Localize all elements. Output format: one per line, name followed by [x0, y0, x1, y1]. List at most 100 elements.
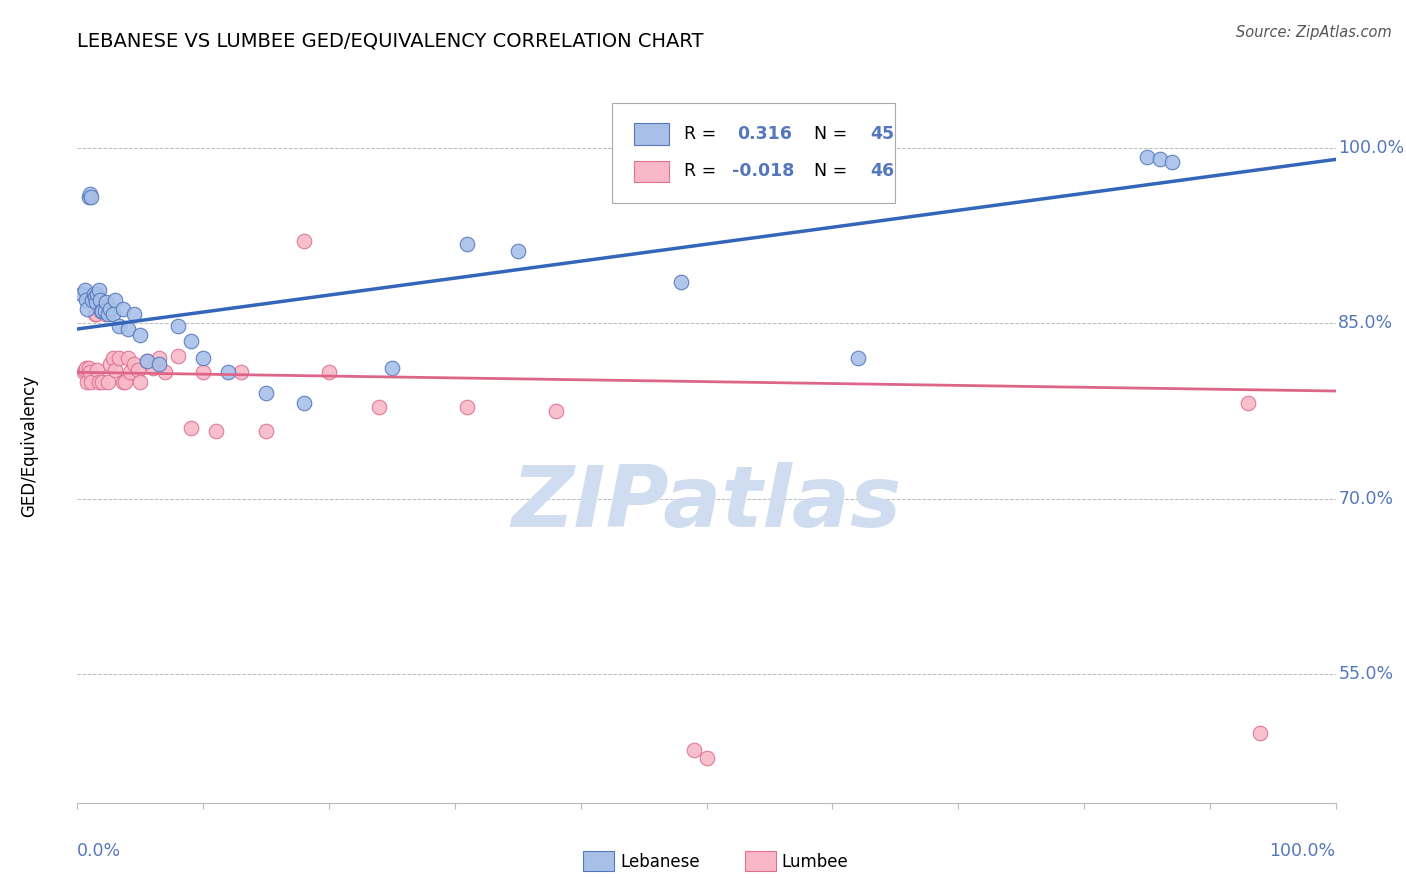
Text: 85.0%: 85.0%: [1339, 314, 1393, 332]
Point: [114, 375, 136, 389]
Point: [129, 375, 152, 389]
Point: [79, 365, 101, 379]
Point: [111, 302, 134, 317]
Point: [671, 275, 693, 289]
Text: R =: R =: [683, 125, 727, 143]
Text: R =: R =: [683, 162, 721, 180]
Text: 45: 45: [870, 125, 894, 143]
Text: Lumbee: Lumbee: [782, 853, 848, 871]
Point: [696, 751, 718, 765]
Point: [96, 295, 118, 310]
Point: [91, 304, 114, 318]
Point: [91, 375, 114, 389]
Point: [846, 351, 869, 366]
Point: [1249, 725, 1271, 739]
Point: [96, 307, 118, 321]
Point: [101, 351, 124, 366]
Point: [75, 293, 97, 307]
Point: [104, 293, 127, 307]
Point: [108, 318, 131, 333]
Point: [167, 349, 190, 363]
Point: [1161, 154, 1184, 169]
Point: [1149, 153, 1171, 167]
Point: [77, 190, 100, 204]
Point: [122, 307, 145, 321]
Point: [108, 351, 131, 366]
Point: [96, 375, 118, 389]
Point: [191, 365, 215, 379]
Point: [86, 287, 108, 301]
Point: [84, 307, 107, 321]
Point: [120, 365, 142, 379]
Point: [506, 244, 529, 258]
Text: -0.018: -0.018: [731, 162, 794, 180]
Point: [135, 353, 157, 368]
Point: [544, 404, 567, 418]
Point: [72, 365, 94, 379]
Point: [683, 743, 706, 757]
Text: 0.0%: 0.0%: [77, 842, 121, 860]
Point: [191, 351, 215, 366]
Point: [122, 357, 145, 371]
Text: ZIPatlas: ZIPatlas: [512, 461, 901, 545]
Point: [98, 302, 121, 317]
Point: [292, 234, 315, 248]
Point: [254, 386, 277, 401]
Point: [148, 357, 170, 371]
Point: [90, 304, 112, 318]
Point: [318, 365, 340, 379]
Point: [73, 284, 96, 298]
Point: [720, 153, 742, 167]
Text: LEBANESE VS LUMBEE GED/EQUIVALENCY CORRELATION CHART: LEBANESE VS LUMBEE GED/EQUIVALENCY CORRE…: [77, 31, 704, 50]
Point: [84, 307, 107, 321]
Point: [98, 357, 121, 371]
Point: [82, 293, 104, 307]
Point: [84, 290, 107, 304]
Point: [89, 293, 111, 307]
Point: [104, 363, 127, 377]
Point: [86, 363, 108, 377]
FancyBboxPatch shape: [612, 103, 896, 203]
Text: Lebanese: Lebanese: [620, 853, 700, 871]
Point: [217, 365, 239, 379]
Point: [167, 318, 190, 333]
Point: [87, 375, 110, 389]
Point: [94, 304, 117, 318]
Point: [229, 365, 252, 379]
Point: [89, 293, 111, 307]
Bar: [634, 161, 669, 182]
Point: [707, 150, 730, 164]
Point: [292, 395, 315, 409]
Point: [254, 424, 277, 438]
Text: N =: N =: [803, 125, 853, 143]
Point: [76, 375, 98, 389]
Point: [72, 287, 94, 301]
Bar: [634, 123, 669, 145]
Point: [117, 322, 139, 336]
Text: 55.0%: 55.0%: [1339, 665, 1393, 683]
Point: [456, 401, 478, 415]
Text: N =: N =: [803, 162, 853, 180]
Point: [368, 401, 391, 415]
Point: [82, 293, 104, 307]
Point: [87, 284, 110, 298]
Point: [135, 353, 157, 368]
Point: [180, 421, 202, 435]
Point: [456, 236, 478, 251]
Point: [204, 424, 226, 438]
Point: [83, 287, 105, 301]
Point: [381, 360, 404, 375]
Point: [94, 307, 117, 321]
Point: [80, 375, 103, 389]
Text: Source: ZipAtlas.com: Source: ZipAtlas.com: [1236, 25, 1392, 40]
Point: [77, 360, 100, 375]
Text: 100.0%: 100.0%: [1270, 842, 1336, 860]
Point: [101, 307, 124, 321]
Point: [80, 190, 103, 204]
Text: 0.316: 0.316: [737, 125, 792, 143]
Point: [1236, 395, 1258, 409]
Text: GED/Equivalency: GED/Equivalency: [21, 375, 38, 517]
Point: [73, 363, 96, 377]
Point: [75, 360, 97, 375]
Text: 100.0%: 100.0%: [1339, 138, 1405, 157]
